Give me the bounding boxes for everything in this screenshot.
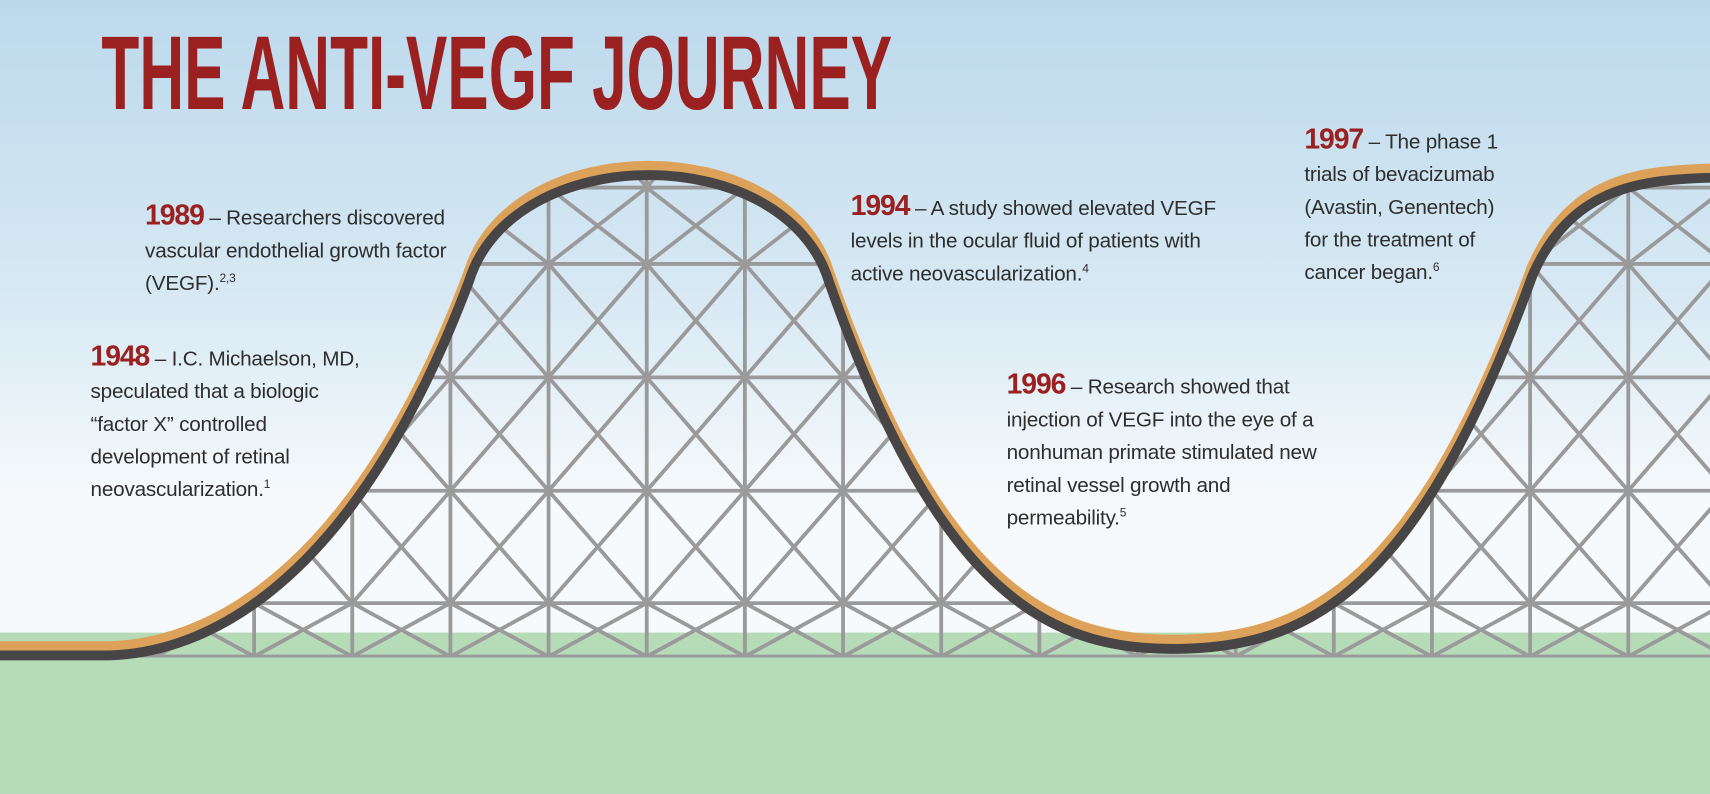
event-text: – The phase 1 trials of bevacizumab (Ava… bbox=[1304, 130, 1498, 285]
event-year: 1989 bbox=[145, 198, 205, 232]
brace bbox=[547, 186, 648, 266]
brace bbox=[547, 489, 649, 605]
brace bbox=[1332, 601, 1433, 658]
event-ref: 5 bbox=[1119, 506, 1127, 520]
event-year: 1948 bbox=[90, 339, 151, 372]
event-ref: 4 bbox=[1082, 262, 1089, 276]
brace bbox=[1431, 601, 1532, 658]
brace bbox=[448, 489, 551, 605]
brace bbox=[350, 489, 452, 605]
event: 1994 – A study showed elevated VEGF leve… bbox=[851, 189, 1244, 292]
brace bbox=[743, 489, 845, 605]
event-ref: 1 bbox=[263, 478, 271, 492]
ground bbox=[0, 632, 1710, 794]
event-year: 1994 bbox=[850, 188, 911, 222]
brace bbox=[645, 262, 747, 379]
event: 1948 – I.C. Michaelson, MD, speculated t… bbox=[91, 339, 380, 507]
brace bbox=[842, 601, 943, 658]
brace bbox=[1528, 376, 1630, 493]
event-text: – Research showed that injection of VEGF… bbox=[1006, 376, 1317, 531]
event-ref: 2,3 bbox=[219, 272, 236, 286]
brace bbox=[253, 601, 354, 658]
brace bbox=[743, 601, 844, 658]
brace bbox=[1528, 489, 1630, 605]
event-text: – I.C. Michaelson, MD, speculated that a… bbox=[90, 347, 360, 502]
brace bbox=[448, 376, 551, 493]
brace bbox=[1627, 186, 1710, 266]
event-year: 1996 bbox=[1006, 367, 1067, 401]
brace bbox=[1627, 601, 1710, 658]
brace bbox=[1529, 601, 1630, 658]
brace bbox=[645, 601, 746, 658]
brace bbox=[449, 601, 550, 658]
event: 1997 – The phase 1 trials of bevacizumab… bbox=[1304, 122, 1522, 290]
title: THE ANTI-VEGF JOURNEY bbox=[101, 15, 892, 132]
sky bbox=[0, 0, 1710, 633]
event-text: – Researchers discovered vascular endoth… bbox=[145, 207, 447, 296]
brace bbox=[645, 186, 747, 266]
track-rail-bottom bbox=[0, 170, 1710, 661]
event-ref: 6 bbox=[1432, 261, 1440, 275]
brace bbox=[547, 601, 648, 658]
brace bbox=[448, 262, 551, 379]
brace bbox=[1626, 376, 1710, 493]
brace bbox=[841, 489, 943, 605]
brace bbox=[645, 376, 747, 493]
brace bbox=[743, 376, 845, 493]
event: 1989 – Researchers discovered vascular e… bbox=[145, 198, 472, 301]
brace bbox=[1528, 262, 1630, 379]
brace bbox=[1430, 489, 1532, 605]
brace bbox=[940, 601, 1041, 658]
brace bbox=[351, 601, 452, 658]
brace bbox=[1626, 262, 1710, 379]
brace bbox=[1626, 489, 1710, 605]
brace bbox=[547, 376, 649, 493]
brace bbox=[547, 262, 649, 379]
event-text: – A study showed elevated VEGF levels in… bbox=[850, 197, 1217, 286]
event: 1996 – Research showed that injection of… bbox=[1007, 368, 1329, 536]
event-year: 1997 bbox=[1304, 122, 1364, 155]
brace bbox=[645, 489, 747, 605]
